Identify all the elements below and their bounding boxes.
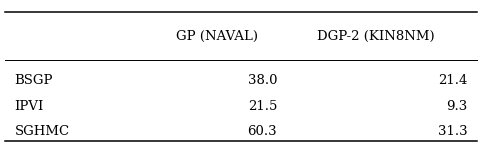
Text: 21.5: 21.5 xyxy=(248,100,277,113)
Text: 38.0: 38.0 xyxy=(248,74,277,87)
Text: DGP-2 (KIN8NM): DGP-2 (KIN8NM) xyxy=(317,30,435,42)
Text: 31.3: 31.3 xyxy=(438,125,468,138)
Text: 9.3: 9.3 xyxy=(446,100,468,113)
Text: GP (NAVAL): GP (NAVAL) xyxy=(176,30,258,42)
Text: 21.4: 21.4 xyxy=(438,74,468,87)
Text: SGHMC: SGHMC xyxy=(14,125,69,138)
Text: IPVI: IPVI xyxy=(14,100,44,113)
Text: 60.3: 60.3 xyxy=(248,125,277,138)
Text: BSGP: BSGP xyxy=(14,74,53,87)
